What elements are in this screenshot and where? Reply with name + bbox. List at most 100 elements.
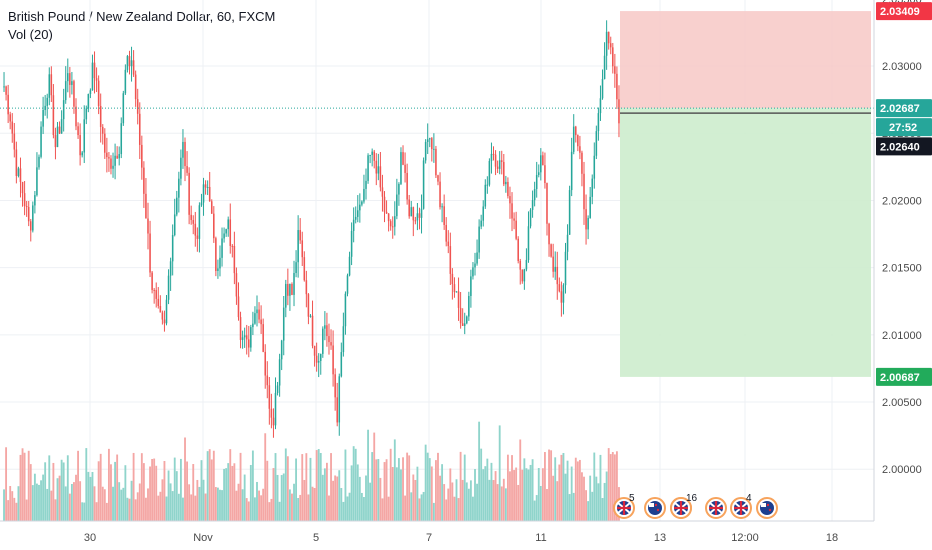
volume-bar (114, 461, 117, 521)
candle-body (523, 269, 526, 282)
candle-body (369, 154, 371, 156)
event-badge-gb (705, 497, 727, 519)
volume-bar (420, 494, 423, 521)
volume-bar (432, 502, 435, 521)
candle-body (233, 245, 236, 274)
volume-bar (122, 487, 125, 521)
volume-bar (587, 501, 590, 521)
candle-body (599, 98, 602, 114)
candle-body (379, 166, 382, 188)
volume-bar (325, 462, 328, 521)
volume-bar (354, 448, 357, 521)
candle-body (348, 256, 351, 276)
volume-bar (153, 458, 156, 521)
price-tag-countdown: 27:52 (876, 118, 932, 137)
candle-body (577, 135, 579, 147)
candle-body (476, 252, 478, 264)
price-tag-entry: 2.02687 (876, 99, 932, 118)
volume-bar (15, 502, 18, 521)
candle-body (198, 205, 201, 239)
candle-body (182, 141, 184, 158)
volume-bar (262, 488, 265, 521)
volume-bar (502, 478, 505, 521)
volume-bar (291, 493, 293, 521)
volume-bar (272, 468, 275, 521)
candle-body (17, 168, 20, 176)
flag-star (654, 503, 658, 507)
candle-body (517, 238, 519, 261)
x-tick-label: 12:00 (731, 532, 759, 544)
y-tick-label: 2.02000 (882, 195, 922, 207)
candle-body (406, 172, 408, 200)
volume-bar (459, 451, 462, 521)
volume-bar (138, 483, 141, 521)
event-count: 5 (629, 493, 635, 504)
candle-body (245, 335, 248, 340)
candle-body (431, 138, 433, 150)
chart-legend-title[interactable]: British Pound / New Zealand Dollar, 60, … (8, 9, 276, 24)
volume-bar (340, 488, 343, 521)
candle-body (457, 291, 460, 308)
volume-bars (3, 421, 620, 521)
candle-body (278, 359, 281, 386)
candle-body (54, 135, 57, 148)
volume-bar (147, 488, 149, 521)
candle-body (303, 257, 306, 281)
candle-body (266, 375, 269, 386)
candle-body (313, 345, 316, 356)
volume-bar (60, 459, 63, 521)
candle-body (550, 244, 552, 257)
volume-bar (177, 493, 180, 521)
volume-bar (480, 448, 483, 521)
candle-body (3, 86, 5, 88)
volume-bar (564, 473, 567, 521)
volume-bar (251, 450, 254, 521)
candle-body (272, 417, 275, 426)
candle-body (324, 325, 326, 329)
candle-body (188, 172, 190, 215)
candle-body (176, 197, 178, 215)
x-tick-label: 13 (654, 532, 666, 544)
candle-body (153, 289, 155, 291)
candle-body (558, 284, 561, 292)
candle-body (48, 74, 51, 98)
volume-bar (202, 479, 205, 521)
candle-body (301, 240, 304, 258)
volume-bar (266, 460, 269, 521)
volume-bar (89, 476, 92, 521)
candle-body (365, 180, 367, 189)
candle-body (200, 202, 203, 206)
volume-bar (212, 450, 215, 521)
price-tag-bg (876, 99, 932, 118)
candle-body (155, 290, 158, 299)
volume-bar (188, 484, 191, 521)
volume-bar (237, 483, 240, 521)
price-tag-bg (876, 367, 932, 386)
candle-body (276, 385, 279, 393)
candle-body (204, 184, 207, 188)
volume-bar (258, 490, 260, 521)
candle-body (147, 218, 149, 234)
volume-bar (54, 499, 57, 521)
candle-body (124, 69, 127, 94)
candle-body (215, 238, 217, 272)
candle-body (71, 81, 73, 85)
candle-body (509, 196, 511, 204)
volume-bar (175, 471, 178, 521)
volume-bar (490, 462, 493, 521)
y-tick-label: 2.03000 (882, 61, 922, 73)
volume-bar (544, 452, 546, 521)
candle-body (494, 154, 497, 167)
volume-legend[interactable]: Vol (20) (8, 27, 53, 42)
candle-body (157, 298, 160, 307)
candle-body (287, 283, 289, 296)
volume-bar (371, 452, 374, 521)
candle-body (29, 221, 32, 231)
candle-body (5, 86, 7, 95)
candle-body (363, 188, 365, 202)
volume-bar (613, 454, 616, 521)
volume-bar (5, 447, 8, 521)
volume-bar (550, 450, 553, 521)
volume-bar (149, 466, 151, 521)
